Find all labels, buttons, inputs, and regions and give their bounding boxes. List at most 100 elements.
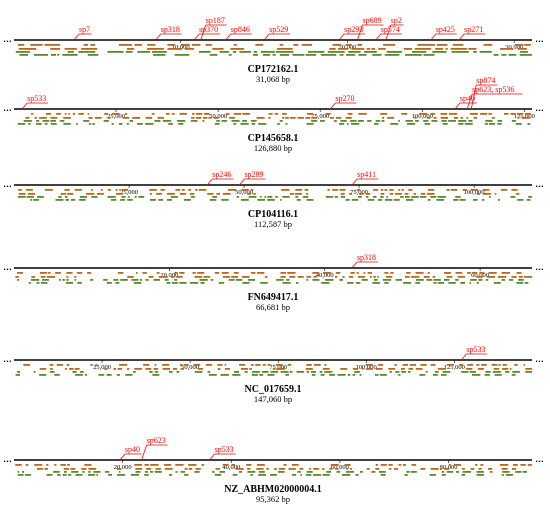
gene-feature xyxy=(306,123,314,125)
gene-feature xyxy=(46,464,49,466)
gene-feature xyxy=(76,123,78,125)
gene-feature xyxy=(380,474,386,476)
gene-feature xyxy=(483,44,493,46)
gene-feature xyxy=(434,371,439,373)
gene-feature xyxy=(436,199,445,201)
gene-feature xyxy=(450,48,468,50)
gene-feature xyxy=(54,464,57,466)
gene-feature xyxy=(258,123,267,125)
gene-feature xyxy=(395,371,400,373)
gene-feature xyxy=(473,51,477,53)
gene-feature xyxy=(175,471,178,473)
gene-feature xyxy=(276,279,284,281)
gene-feature xyxy=(111,113,120,115)
gene-feature xyxy=(358,113,367,115)
spacer-leader-line xyxy=(454,102,461,110)
gene-feature xyxy=(252,54,259,56)
gene-feature xyxy=(118,123,123,125)
gene-feature xyxy=(160,189,165,191)
gene-feature xyxy=(372,54,382,56)
tick-label: 125,000 xyxy=(444,364,465,371)
genome-accession: FN649417.1 xyxy=(248,292,299,303)
gene-feature xyxy=(524,113,531,115)
gene-feature xyxy=(267,364,271,366)
gene-feature xyxy=(83,44,89,46)
spacer-leader-line xyxy=(470,84,477,110)
gene-feature xyxy=(68,474,72,476)
gene-feature xyxy=(98,374,105,376)
spacer-leader-line xyxy=(357,24,363,41)
gene-feature xyxy=(270,474,277,476)
gene-feature xyxy=(373,279,378,281)
gene-feature xyxy=(320,120,325,122)
gene-feature xyxy=(517,113,524,115)
gene-feature xyxy=(466,368,473,370)
gene-feature xyxy=(411,464,417,466)
gene-feature xyxy=(70,468,76,470)
gene-feature xyxy=(518,276,523,278)
gene-feature xyxy=(476,471,484,473)
gene-feature xyxy=(158,199,164,201)
gene-feature xyxy=(137,51,151,53)
gene-feature xyxy=(176,371,180,373)
gene-feature xyxy=(461,371,469,373)
gene-feature xyxy=(367,120,372,122)
gene-feature xyxy=(482,199,485,201)
gene-feature xyxy=(57,474,61,476)
gene-feature xyxy=(71,199,76,201)
spacer-leader-line xyxy=(155,33,162,41)
gene-feature xyxy=(28,282,31,284)
gene-feature xyxy=(197,272,205,274)
gene-feature xyxy=(163,464,172,466)
gene-feature xyxy=(249,368,252,370)
gene-feature xyxy=(194,276,203,278)
gene-feature xyxy=(207,371,211,373)
gene-feature xyxy=(420,193,426,195)
gene-feature xyxy=(213,117,219,119)
gene-feature xyxy=(158,276,167,278)
gene-feature xyxy=(488,272,497,274)
gene-feature xyxy=(262,371,269,373)
spacer-leader-line xyxy=(385,24,392,41)
gene-feature xyxy=(352,368,359,370)
gene-feature xyxy=(44,468,48,470)
gene-feature xyxy=(408,368,414,370)
gene-feature xyxy=(508,54,517,56)
gene-feature xyxy=(199,51,211,53)
gene-feature xyxy=(78,113,84,115)
gene-feature xyxy=(497,120,503,122)
gene-feature xyxy=(54,374,60,376)
gene-feature xyxy=(476,193,481,195)
tick-label: 75,000 xyxy=(269,364,287,371)
gene-feature xyxy=(153,368,158,370)
gene-feature xyxy=(478,468,482,470)
spacer-label: sp846 xyxy=(231,25,250,34)
tick-label: 100,000 xyxy=(412,113,433,120)
gene-feature xyxy=(387,117,395,119)
gene-feature xyxy=(519,51,528,53)
gene-feature xyxy=(50,48,61,50)
gene-feature xyxy=(154,120,161,122)
gene-feature xyxy=(443,279,450,281)
gene-feature xyxy=(345,117,352,119)
gene-feature xyxy=(306,364,312,366)
gene-feature xyxy=(88,471,91,473)
gene-feature xyxy=(476,276,483,278)
gene-feature xyxy=(272,54,276,56)
tick-label: 50,000 xyxy=(235,189,253,196)
gene-feature xyxy=(199,279,208,281)
spacer-label: sp40 xyxy=(125,445,140,454)
gene-feature xyxy=(518,279,524,281)
gene-feature xyxy=(15,276,19,278)
gene-feature xyxy=(152,374,160,376)
gene-feature xyxy=(90,364,93,366)
gene-feature xyxy=(15,464,22,466)
gene-feature xyxy=(207,193,214,195)
gene-feature xyxy=(148,276,154,278)
gene-feature xyxy=(48,272,51,274)
gene-feature xyxy=(511,468,517,470)
gene-feature xyxy=(410,364,417,366)
gene-feature xyxy=(335,272,341,274)
gene-feature xyxy=(467,364,474,366)
